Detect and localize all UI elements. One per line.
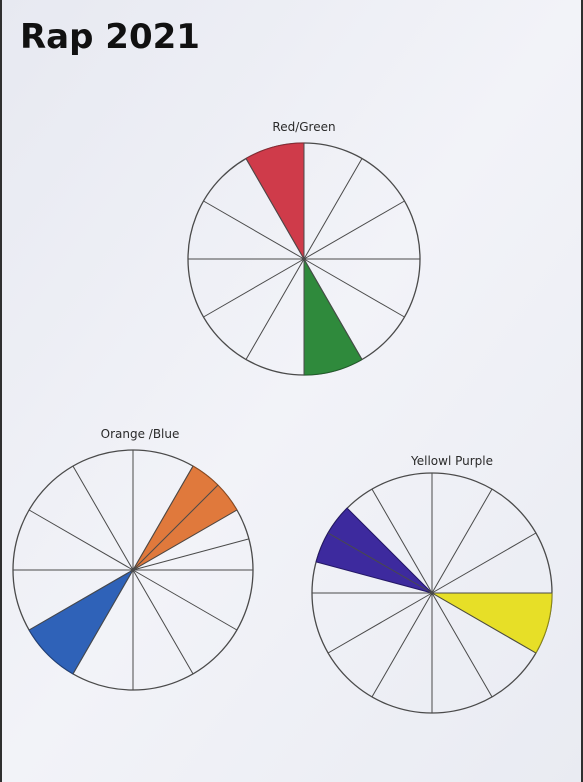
wheel-spoke [245,158,305,260]
paper-right-edge [581,0,583,782]
color-wheel-red-green: Red/Green [187,120,421,376]
wheel-spoke [303,158,363,260]
wheel-label-yellow-purple: Yellowl Purple [410,454,493,468]
wheel-spokes-orange-blue [13,450,253,690]
wheel-spoke [431,488,493,594]
wheel-spoke [72,569,134,675]
wheel-spoke [431,592,493,698]
wheel-spoke [132,538,250,571]
wheel-spoke [132,569,194,675]
wheel-spoke [303,258,405,318]
wheel-spoke [132,509,238,571]
wheel-label-orange-blue: Orange /Blue [101,427,180,441]
wheel-spoke [371,488,433,594]
wheel-spoke [245,258,305,360]
wheel-spoke [327,592,433,654]
page-title: Rap 2021 [20,17,200,57]
color-wheel-orange-blue: Orange /Blue [12,427,254,691]
wheel-spoke [132,484,219,571]
wheel-spoke [132,569,238,631]
wheel-spoke [303,258,363,360]
wheel-spoke [28,569,134,631]
wheel-spoke [303,200,405,260]
wheel-spoke [203,200,305,260]
wheel-spoke [132,465,194,571]
wheel-spoke [431,592,537,654]
wheel-spoke [431,532,537,594]
wheel-spokes-red-green [188,143,420,375]
wheel-spoke [203,258,305,318]
wheel-spoke [327,532,433,594]
paper-left-edge [0,0,2,782]
wheel-spoke [28,509,134,571]
wheel-spoke [72,465,134,571]
color-wheel-yellow-purple: Yellowl Purple [311,454,553,714]
wheel-spokes-yellow-purple [312,473,552,713]
wheel-label-red-green: Red/Green [272,120,335,134]
wheel-spoke [371,592,433,698]
